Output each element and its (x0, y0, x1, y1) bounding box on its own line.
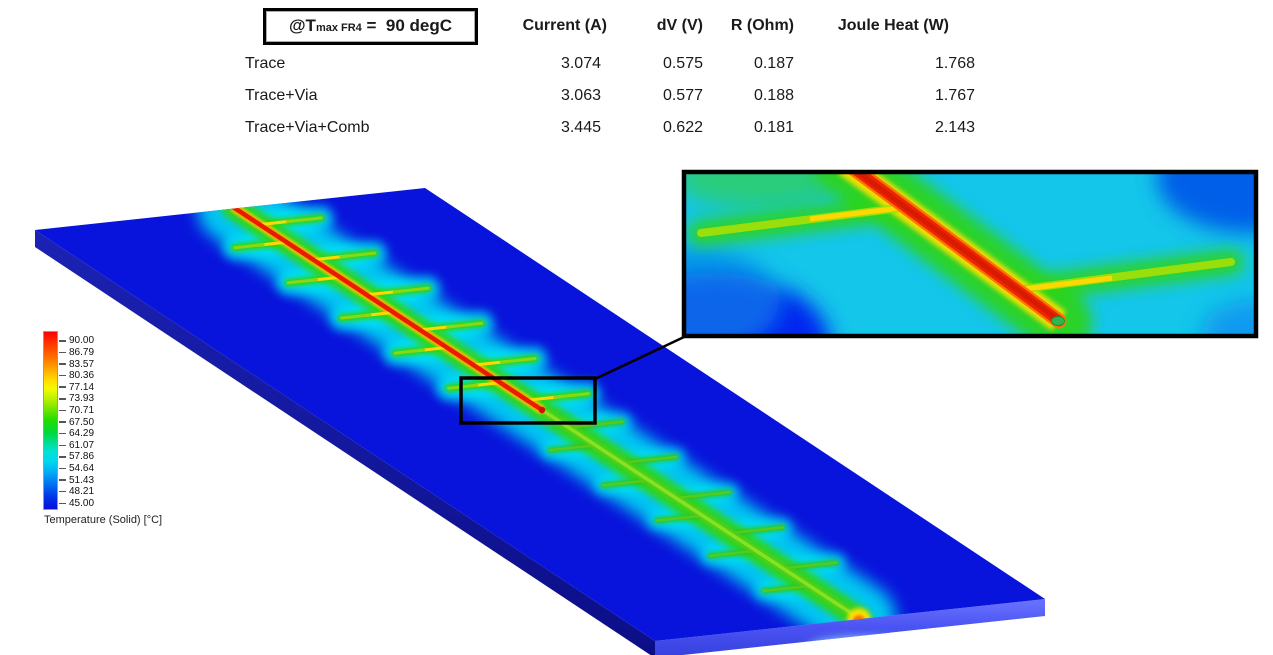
colorbar-tick: 77.14 (59, 381, 94, 393)
tick-mark (59, 340, 66, 342)
colorbar-tick: 80.36 (59, 370, 94, 382)
inset-via-dot (1051, 316, 1065, 326)
tick-mark (59, 351, 66, 354)
tick-label: 83.57 (69, 358, 95, 370)
cell-label: Trace (245, 55, 286, 72)
condition-box: @T max FR4 = 90 degC (263, 7, 478, 45)
colorbar-tick: 90.00 (59, 335, 94, 347)
tick-label: 67.50 (69, 416, 95, 428)
callout-line (594, 335, 685, 381)
colorbar-tick-labels: 90.00 86.79 83.57 80.36 77.14 73.93 70.71 67.50… (59, 335, 94, 509)
colorbar-tick: 48.21 (59, 486, 94, 498)
table-row: Trace+Via+Comb 3.445 0.622 0.181 2.143 (245, 112, 985, 144)
trail-centerline (541, 408, 861, 621)
tick-label: 64.29 (69, 428, 95, 440)
cell-r: 0.188 (753, 87, 794, 104)
tick-mark (59, 386, 66, 388)
cell-r: 0.181 (753, 119, 794, 136)
inset-comb-fins (697, 204, 1235, 294)
tick-mark (59, 398, 66, 400)
cell-joule: 2.143 (934, 119, 975, 136)
inset-background-blobs (684, 172, 1256, 336)
colorbar-tick: 70.71 (59, 405, 94, 417)
tick-label: 90.00 (69, 335, 95, 347)
tick-label: 45.00 (69, 497, 95, 509)
cell-r: 0.187 (753, 55, 794, 72)
tick-label: 77.14 (69, 381, 95, 393)
tick-mark (59, 363, 66, 365)
tick-label: 86.79 (69, 346, 95, 358)
cell-current: 3.445 (560, 119, 601, 136)
cell-current: 3.063 (560, 87, 601, 104)
cell-dv: 0.577 (662, 87, 703, 104)
colorbar-tick: 86.79 (59, 347, 94, 359)
tick-label: 57.86 (69, 451, 95, 463)
tick-mark (59, 444, 66, 447)
colorbar-tick: 67.50 (59, 416, 94, 428)
cell-joule: 1.767 (934, 87, 975, 104)
colorbar-tick: 45.00 (59, 498, 94, 510)
condition-suffix: = 90 degC (361, 16, 453, 35)
condition-prefix: @T (288, 16, 316, 35)
board-side-front (655, 599, 1045, 655)
tick-label: 70.71 (69, 404, 95, 416)
legend-title: Temperature (Solid) [°C] (44, 514, 163, 526)
colorbar-tick: 57.86 (59, 451, 94, 463)
colorbar-tick: 64.29 (59, 428, 94, 440)
condition-subscript: max FR4 (315, 22, 362, 34)
tick-label: 80.36 (69, 370, 95, 382)
table-header-row: @T max FR4 = 90 degC Current (A) dV (V) R… (245, 4, 985, 48)
inset-trace (845, 172, 1067, 329)
tick-mark (59, 456, 66, 458)
tick-mark (59, 421, 66, 423)
header-current: Current (A) (522, 17, 607, 34)
tick-label: 61.07 (69, 439, 95, 451)
trace-path (230, 204, 545, 413)
tick-mark (59, 479, 66, 481)
tick-label: 48.21 (69, 486, 95, 498)
via-tip (538, 406, 546, 414)
tick-mark (59, 432, 66, 435)
tick-mark (59, 374, 66, 377)
tick-mark (59, 409, 66, 412)
board-side-west (35, 230, 655, 655)
colorbar (43, 331, 58, 510)
cell-label: Trace+Via (245, 87, 318, 104)
cell-label: Trace+Via+Comb (245, 119, 370, 136)
zoom-inset (681, 169, 1259, 339)
colorbar-tick: 83.57 (59, 358, 94, 370)
header-dv: dV (V) (656, 17, 703, 34)
results-table: @T max FR4 = 90 degC Current (A) dV (V) R… (245, 4, 985, 144)
header-joule: Joule Heat (W) (837, 17, 949, 34)
callout-rect (459, 376, 597, 425)
table-row: Trace+Via 3.063 0.577 0.188 1.767 (245, 80, 985, 112)
cell-current: 3.074 (560, 55, 601, 72)
colorbar-tick: 54.64 (59, 463, 94, 475)
table-body: Trace 3.074 0.575 0.187 1.768 Trace+Via 3.063 0… (245, 48, 985, 144)
cell-dv: 0.575 (662, 55, 703, 72)
table-row: Trace 3.074 0.575 0.187 1.768 (245, 48, 985, 80)
inset-border (681, 169, 1259, 339)
tick-mark (59, 490, 66, 493)
tick-label: 51.43 (69, 474, 95, 486)
cell-joule: 1.768 (934, 55, 975, 72)
front-edge-hot-glow (808, 638, 912, 655)
tick-mark (59, 467, 66, 470)
tick-label: 73.93 (69, 393, 95, 405)
colorbar-tick: 51.43 (59, 474, 94, 486)
tick-mark (59, 502, 66, 505)
colorbar-tick: 73.93 (59, 393, 94, 405)
colorbar-tick: 61.07 (59, 439, 94, 451)
condition-box-cell: @T max FR4 = 90 degC (245, 7, 490, 45)
tick-label: 54.64 (69, 463, 95, 474)
cell-dv: 0.622 (662, 119, 703, 136)
header-r: R (Ohm) (730, 17, 794, 34)
